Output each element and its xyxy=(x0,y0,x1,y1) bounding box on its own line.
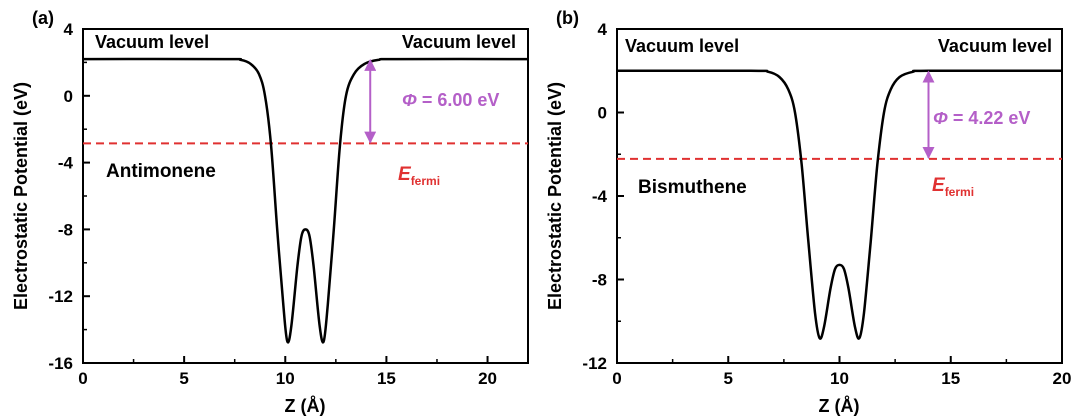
panel-b-phi-value: = 4.22 eV xyxy=(948,108,1031,128)
y-tick-label: -12 xyxy=(582,354,607,373)
y-tick-label: -8 xyxy=(592,271,607,290)
panel-b-potential-curve xyxy=(616,69,1063,340)
panel-a-vacuum-left: Vacuum level xyxy=(95,32,209,52)
panel-b-fermi-sub: fermi xyxy=(945,185,974,199)
x-tick-label: 10 xyxy=(276,369,295,388)
panel-a-phi-label: Φ = 6.00 eV xyxy=(402,90,499,110)
x-tick-label: 15 xyxy=(377,369,396,388)
y-tick-label: -4 xyxy=(58,154,74,173)
panel-b-fermi-label: Efermi xyxy=(932,175,974,199)
x-tick-label: 20 xyxy=(1053,369,1072,388)
panel-a-label: (a) xyxy=(32,8,54,28)
panel-a-potential-curve xyxy=(82,57,529,344)
y-tick-label: -12 xyxy=(48,287,73,306)
y-tick-label: 4 xyxy=(64,20,74,39)
panel-b: (b) 0 5 10 15 20 -12 -8 -4 0 4 Vacuum level Vacuu… xyxy=(545,8,1071,416)
panel-a-fermi-sub: fermi xyxy=(411,174,440,188)
panel-a-xlabel: Z (Å) xyxy=(285,396,326,416)
panel-b-ylabel: Electrostatic Potential (eV) xyxy=(545,82,565,310)
panel-a-phi-value: = 6.00 eV xyxy=(417,90,500,110)
panel-a-material: Antimonene xyxy=(106,161,216,182)
panel-b-fermi-main: E xyxy=(932,175,946,196)
panel-a-fermi-main: E xyxy=(398,164,412,185)
panel-a-fermi-label: Efermi xyxy=(398,164,440,188)
x-tick-label: 15 xyxy=(941,369,960,388)
panel-b-vacuum-right: Vacuum level xyxy=(938,36,1052,56)
panel-b-ticks: 0 5 10 15 20 -12 -8 -4 0 4 xyxy=(582,20,1071,388)
panel-a-vacuum-right: Vacuum level xyxy=(402,32,516,52)
panel-b-xlabel: Z (Å) xyxy=(819,396,860,416)
x-tick-label: 10 xyxy=(830,369,849,388)
y-tick-label: -8 xyxy=(58,220,73,239)
y-tick-label: 0 xyxy=(598,104,607,123)
panel-b-phi-symbol: Φ xyxy=(933,108,948,128)
x-tick-label: 0 xyxy=(78,369,87,388)
panel-b-material: Bismuthene xyxy=(638,177,747,198)
y-tick-label: 0 xyxy=(64,87,73,106)
panel-a: (a) 0 5 10 15 20 -16 -12 -8 -4 0 4 Vacuum level Va… xyxy=(11,8,529,416)
panel-b-label: (b) xyxy=(556,8,579,28)
panel-a-plot-frame xyxy=(82,28,529,364)
x-tick-label: 20 xyxy=(478,369,497,388)
panel-a-ylabel: Electrostatic Potential (eV) xyxy=(11,82,31,310)
x-tick-label: 0 xyxy=(612,369,621,388)
x-tick-label: 5 xyxy=(724,369,733,388)
y-tick-label: 4 xyxy=(598,20,608,39)
x-tick-label: 5 xyxy=(179,369,188,388)
panel-b-vacuum-left: Vacuum level xyxy=(625,36,739,56)
y-tick-label: -4 xyxy=(592,187,608,206)
y-tick-label: -16 xyxy=(48,354,73,373)
panel-a-phi-symbol: Φ xyxy=(402,90,417,110)
panel-a-ticks: 0 5 10 15 20 -16 -12 -8 -4 0 4 xyxy=(48,20,497,388)
panel-b-phi-label: Φ = 4.22 eV xyxy=(933,108,1030,128)
